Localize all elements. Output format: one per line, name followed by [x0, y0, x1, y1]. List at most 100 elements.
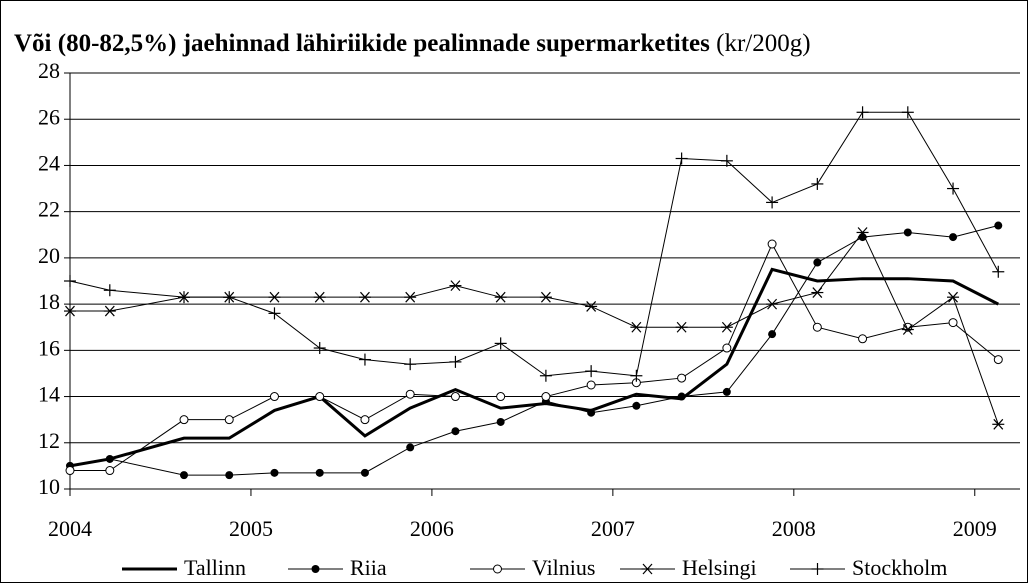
point	[948, 318, 958, 328]
point	[541, 392, 551, 402]
point	[268, 307, 281, 320]
chart-subtitle: (kr/200g)	[716, 30, 810, 57]
x-tick-label: 2005	[229, 516, 273, 541]
point	[105, 454, 114, 463]
point	[313, 342, 326, 355]
x-tick-label: 2009	[953, 516, 997, 541]
point	[223, 291, 236, 304]
point	[449, 280, 462, 292]
point	[224, 415, 234, 425]
point-stroke	[948, 291, 958, 303]
point	[856, 227, 869, 238]
point	[947, 291, 960, 303]
point-stroke	[360, 291, 370, 303]
point	[585, 301, 598, 312]
point-stroke	[676, 321, 687, 333]
point-stroke	[993, 418, 1004, 430]
x-tick-label: 2008	[772, 516, 816, 541]
point	[360, 468, 369, 477]
point-stroke	[104, 305, 115, 317]
point	[813, 258, 822, 267]
point	[630, 369, 643, 382]
point	[65, 466, 75, 476]
point	[811, 177, 824, 190]
point	[992, 418, 1005, 430]
point	[539, 291, 552, 303]
point-stroke	[631, 321, 642, 333]
y-tick-label: 14	[38, 382, 60, 407]
y-tick-label: 16	[38, 335, 60, 360]
point	[722, 387, 731, 396]
point	[641, 563, 654, 575]
x-tick-label: 2004	[48, 516, 92, 541]
point	[358, 291, 371, 303]
point	[103, 284, 116, 297]
point	[496, 417, 505, 426]
point	[947, 182, 960, 195]
point	[677, 392, 686, 401]
y-tick-label: 24	[38, 150, 60, 175]
point-stroke	[767, 298, 778, 310]
point	[450, 392, 460, 402]
point	[311, 565, 320, 573]
point	[587, 408, 596, 417]
chart-title: Või (80-82,5%) jaehinnad lähiriikide pea…	[14, 30, 710, 57]
point-stroke	[902, 324, 913, 335]
point-stroke	[586, 301, 597, 312]
point	[64, 275, 76, 287]
legend-item: Stockholm	[790, 555, 947, 580]
y-tick-label: 26	[38, 104, 60, 129]
x-tick-label: 2006	[410, 516, 454, 541]
point	[358, 353, 371, 366]
point-stroke	[857, 227, 868, 238]
legend-item: Tallinn	[122, 555, 246, 580]
point	[494, 337, 507, 350]
point	[766, 298, 779, 310]
point	[766, 196, 779, 209]
legend-label: Riia	[350, 555, 387, 580]
legend-label: Stockholm	[852, 555, 947, 580]
point	[811, 563, 824, 575]
point	[901, 324, 914, 335]
point	[313, 291, 326, 303]
point	[858, 334, 868, 344]
point	[451, 427, 460, 436]
point	[178, 291, 190, 304]
point-stroke	[495, 291, 506, 303]
point	[268, 291, 281, 303]
point	[949, 233, 958, 242]
y-tick-label: 22	[38, 197, 60, 222]
point	[677, 373, 687, 383]
point	[360, 415, 370, 425]
point	[180, 471, 188, 480]
point	[404, 291, 417, 303]
point-stroke	[812, 287, 823, 298]
point	[315, 468, 324, 477]
point	[903, 228, 912, 237]
point	[585, 365, 598, 378]
point-stroke	[269, 291, 280, 303]
point	[105, 466, 115, 476]
point	[404, 358, 417, 371]
point	[632, 401, 641, 410]
point	[103, 305, 116, 317]
point	[767, 239, 777, 249]
point	[494, 291, 507, 303]
point	[720, 321, 733, 333]
point-stroke	[405, 291, 416, 303]
point	[270, 468, 279, 477]
point-stroke	[314, 291, 325, 303]
point	[858, 233, 867, 242]
y-tick-label: 28	[38, 58, 60, 83]
point-stroke	[721, 321, 732, 333]
y-tick-label: 12	[38, 428, 60, 453]
point	[449, 355, 462, 368]
point	[269, 392, 279, 402]
point	[675, 152, 688, 165]
y-tick-label: 20	[38, 243, 60, 268]
point	[493, 564, 502, 574]
legend-item: Vilnius	[470, 555, 595, 580]
y-tick-label: 10	[38, 474, 60, 499]
